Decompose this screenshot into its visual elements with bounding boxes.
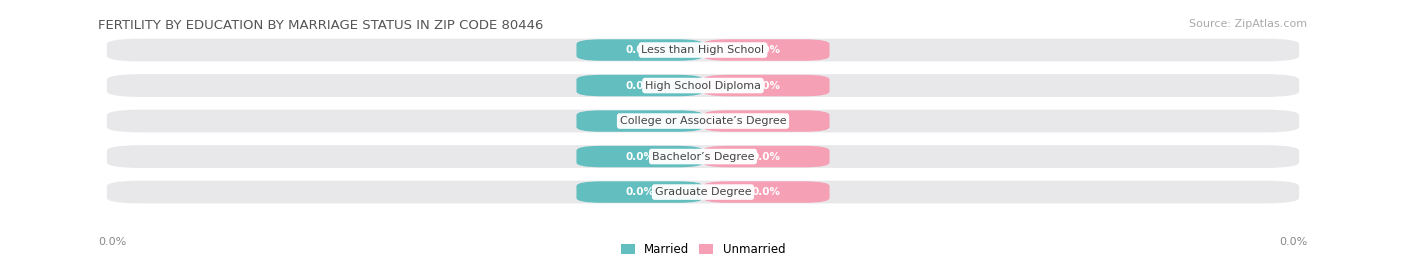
FancyBboxPatch shape [576,39,703,61]
Text: 0.0%: 0.0% [98,237,127,247]
Text: Source: ZipAtlas.com: Source: ZipAtlas.com [1189,19,1308,29]
FancyBboxPatch shape [703,146,830,167]
FancyBboxPatch shape [105,73,1301,98]
Text: High School Diploma: High School Diploma [645,80,761,91]
Text: 0.0%: 0.0% [752,187,780,197]
Text: Less than High School: Less than High School [641,45,765,55]
FancyBboxPatch shape [105,144,1301,169]
Text: Bachelor’s Degree: Bachelor’s Degree [652,151,754,162]
Text: 0.0%: 0.0% [1279,237,1308,247]
FancyBboxPatch shape [576,181,703,203]
Text: 0.0%: 0.0% [752,45,780,55]
Text: 0.0%: 0.0% [752,80,780,91]
Text: Graduate Degree: Graduate Degree [655,187,751,197]
FancyBboxPatch shape [576,110,703,132]
Text: 0.0%: 0.0% [626,116,654,126]
Text: FERTILITY BY EDUCATION BY MARRIAGE STATUS IN ZIP CODE 80446: FERTILITY BY EDUCATION BY MARRIAGE STATU… [98,19,544,32]
FancyBboxPatch shape [576,75,703,96]
FancyBboxPatch shape [703,39,830,61]
Text: 0.0%: 0.0% [752,116,780,126]
FancyBboxPatch shape [105,108,1301,134]
Text: 0.0%: 0.0% [626,80,654,91]
Text: 0.0%: 0.0% [626,187,654,197]
Text: 0.0%: 0.0% [752,151,780,162]
FancyBboxPatch shape [703,75,830,96]
Legend: Married, Unmarried: Married, Unmarried [616,238,790,260]
FancyBboxPatch shape [105,179,1301,205]
Text: 0.0%: 0.0% [626,45,654,55]
FancyBboxPatch shape [703,110,830,132]
Text: College or Associate’s Degree: College or Associate’s Degree [620,116,786,126]
Text: 0.0%: 0.0% [626,151,654,162]
FancyBboxPatch shape [576,146,703,167]
FancyBboxPatch shape [105,37,1301,63]
FancyBboxPatch shape [703,181,830,203]
